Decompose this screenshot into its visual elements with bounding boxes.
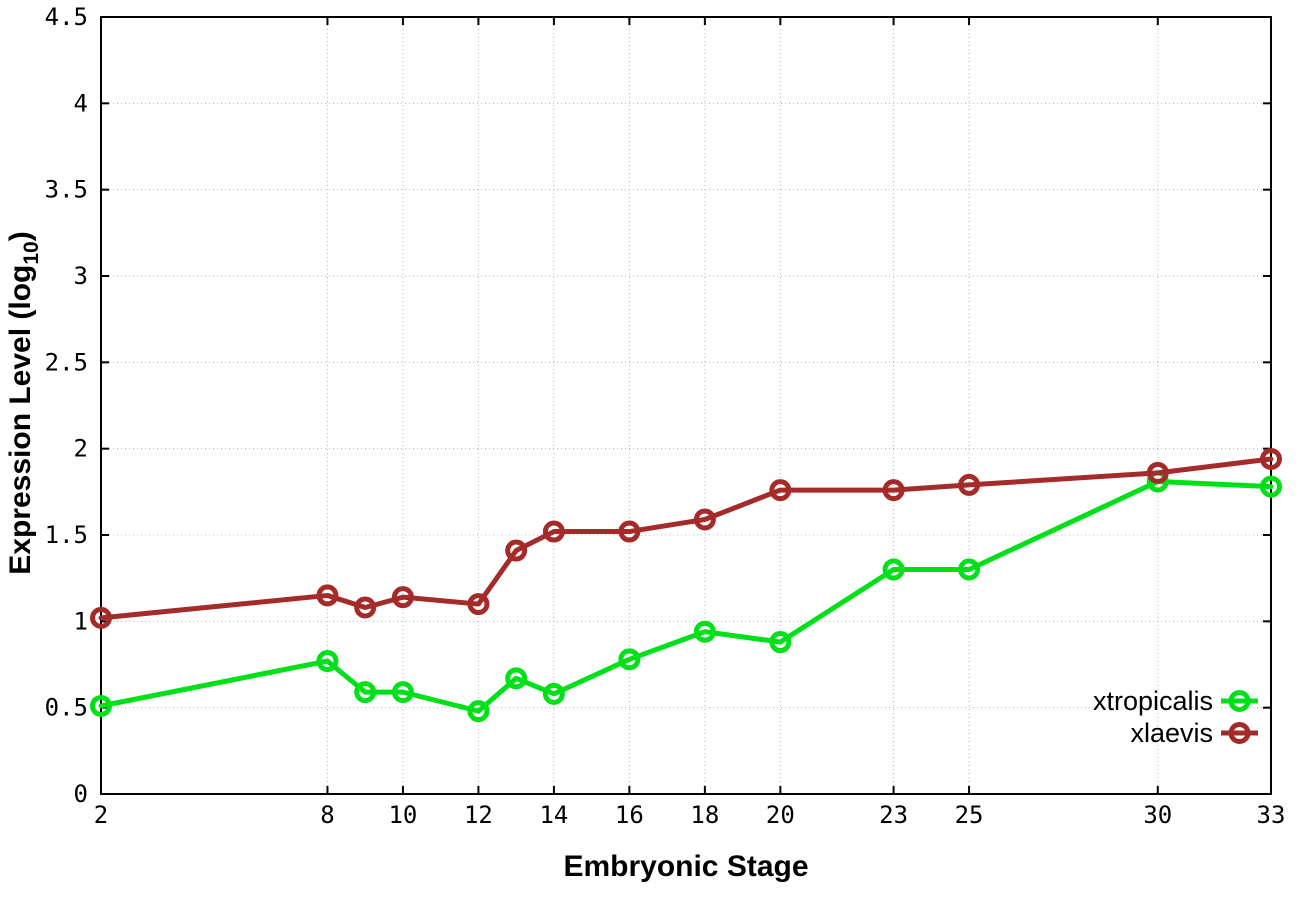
series-line-xtropicalis <box>98 478 1274 714</box>
x-tick-label: 18 <box>690 801 719 829</box>
data-point-xtropicalis-stage-20 <box>769 631 792 654</box>
data-point-xlaevis-stage-16 <box>618 520 641 543</box>
legend-label-xlaevis: xlaevis <box>1130 718 1213 748</box>
y-tick-label: 3 <box>74 262 88 290</box>
y-tick-label: 4 <box>74 89 88 117</box>
data-point-xlaevis-stage-8 <box>316 584 339 607</box>
data-point-xtropicalis-stage-2 <box>90 694 112 717</box>
y-axis-title-close: ) <box>4 231 37 241</box>
data-point-xlaevis-stage-14 <box>542 520 565 543</box>
data-point-xtropicalis-stage-33 <box>1260 475 1282 498</box>
data-point-xtropicalis-stage-25 <box>958 558 981 581</box>
y-axis-title-base: Expression Level (log <box>4 265 37 575</box>
grid-layer <box>101 17 1271 794</box>
y-axis-title-subscript: 10 <box>20 241 43 264</box>
x-tick-label: 2 <box>94 801 108 829</box>
y-tick-label: 0.5 <box>45 694 88 722</box>
legend-label-xtropicalis: xtropicalis <box>1093 686 1213 716</box>
data-point-xlaevis-stage-2 <box>90 606 112 629</box>
data-point-xtropicalis-stage-18 <box>693 620 716 643</box>
data-point-xlaevis-stage-23 <box>882 479 905 502</box>
y-tick-label: 2 <box>74 435 88 463</box>
axis-layer: 0 0.5 1 1.5 2 2.5 3 3.5 4 4.5 2 8 10 12 14 16 18 20 23 25 30… <box>45 3 1286 829</box>
y-tick-label: 2.5 <box>45 348 88 376</box>
data-point-xlaevis-stage-9 <box>354 596 377 619</box>
y-tick-label: 0 <box>74 780 88 808</box>
data-point-xtropicalis-stage-8 <box>316 650 339 673</box>
data-point-xtropicalis-stage-14 <box>542 682 565 705</box>
y-tick-label: 1 <box>74 607 88 635</box>
x-tick-label: 30 <box>1143 801 1172 829</box>
x-tick-label: 8 <box>320 801 334 829</box>
y-tick-label: 4.5 <box>45 3 88 31</box>
data-point-xlaevis-stage-33 <box>1260 448 1282 471</box>
legend-sample-marker-xtropicalis <box>1228 690 1251 712</box>
data-point-xlaevis-stage-13 <box>505 539 528 562</box>
data-point-xlaevis-stage-20 <box>769 479 792 502</box>
x-tick-label: 16 <box>615 801 644 829</box>
x-tick-label: 14 <box>539 801 568 829</box>
series-line-xlaevis <box>98 456 1274 621</box>
data-point-xlaevis-stage-25 <box>958 473 981 496</box>
data-point-xtropicalis-stage-9 <box>354 681 377 704</box>
data-point-xlaevis-stage-18 <box>693 508 716 531</box>
data-point-xlaevis-stage-12 <box>467 593 490 616</box>
x-tick-label: 12 <box>464 801 493 829</box>
plot-frame <box>100 16 1272 795</box>
x-tick-label: 33 <box>1257 801 1286 829</box>
y-axis-title: Expression Level (log10) <box>4 231 43 574</box>
y-tick-label: 3.5 <box>45 176 88 204</box>
x-tick-label: 10 <box>388 801 417 829</box>
data-point-xtropicalis-stage-16 <box>618 648 641 671</box>
series-layer <box>90 448 1282 723</box>
data-point-xlaevis-stage-30 <box>1146 461 1169 484</box>
y-tick-label: 1.5 <box>45 521 88 549</box>
x-tick-label: 23 <box>879 801 908 829</box>
legend-sample-marker-xlaevis <box>1228 722 1251 744</box>
data-point-xtropicalis-stage-12 <box>467 700 490 723</box>
data-point-xtropicalis-stage-23 <box>882 558 905 581</box>
data-point-xtropicalis-stage-10 <box>391 681 414 704</box>
x-tick-label: 25 <box>955 801 984 829</box>
x-axis-title: Embryonic Stage <box>563 850 808 883</box>
x-tick-label: 20 <box>766 801 795 829</box>
data-point-xlaevis-stage-10 <box>391 586 414 609</box>
data-point-xtropicalis-stage-13 <box>505 667 528 690</box>
